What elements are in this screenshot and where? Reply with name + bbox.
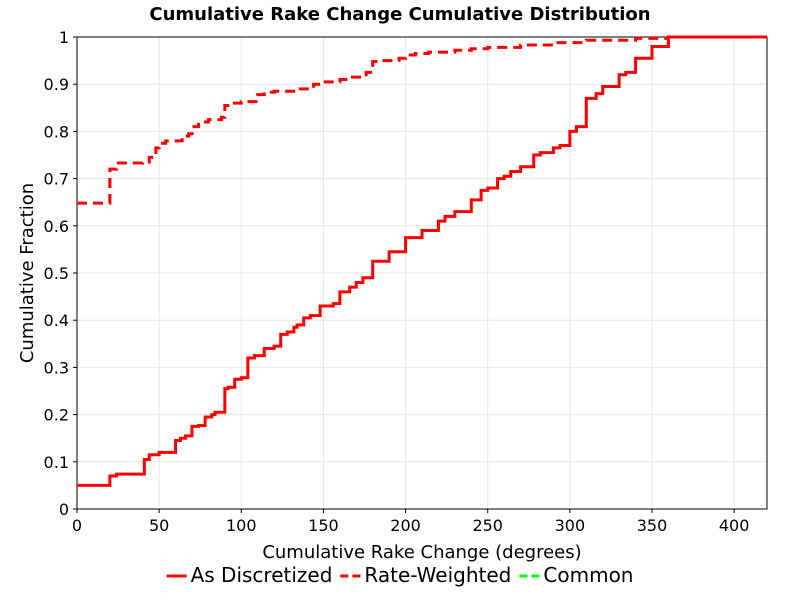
legend-label: Common <box>543 563 633 587</box>
series-lines <box>77 35 767 487</box>
y-axis-label: Cumulative Fraction <box>17 183 38 363</box>
y-tick-label: 0.9 <box>44 75 69 94</box>
legend-label: Rate-Weighted <box>364 563 511 587</box>
x-tick-label: 100 <box>226 516 257 535</box>
x-tick-label: 300 <box>555 516 586 535</box>
y-tick-label: 0.3 <box>44 358 69 377</box>
y-tick-label: 0.7 <box>44 170 69 189</box>
x-tick-label: 350 <box>637 516 668 535</box>
x-tick-label: 200 <box>390 516 421 535</box>
y-tick-label: 1 <box>59 28 69 47</box>
series-line-rate-weighted <box>77 35 767 205</box>
y-tick-label: 0.4 <box>44 311 69 330</box>
x-tick-label: 250 <box>472 516 503 535</box>
legend-item-rate-weighted: Rate-Weighted <box>340 563 511 587</box>
x-tick-label: 50 <box>149 516 169 535</box>
axis-ticks: 0 50 100 150 200 250 300 350 400 0 0.1 0.2 0.3 0.4 0.5… <box>44 28 750 535</box>
y-tick-label: 0.6 <box>44 217 69 236</box>
legend: As Discretized Rate-Weighted Common <box>166 563 633 587</box>
legend-item-as-discretized: As Discretized <box>166 563 333 587</box>
x-tick-label: 150 <box>308 516 339 535</box>
y-tick-label: 0 <box>59 500 69 519</box>
legend-item-common: Common <box>519 563 633 587</box>
chart-title: Cumulative Rake Change Cumulative Distri… <box>149 4 650 25</box>
series-line-as-discretized <box>77 35 767 487</box>
grid-lines <box>77 37 767 509</box>
y-tick-label: 0.5 <box>44 264 69 283</box>
x-tick-label: 400 <box>719 516 750 535</box>
y-tick-label: 0.2 <box>44 406 69 425</box>
x-tick-label: 0 <box>72 516 82 535</box>
y-tick-label: 0.1 <box>44 453 69 472</box>
y-tick-label: 0.8 <box>44 122 69 141</box>
legend-label: As Discretized <box>191 563 333 587</box>
x-axis-label: Cumulative Rake Change (degrees) <box>262 542 581 563</box>
